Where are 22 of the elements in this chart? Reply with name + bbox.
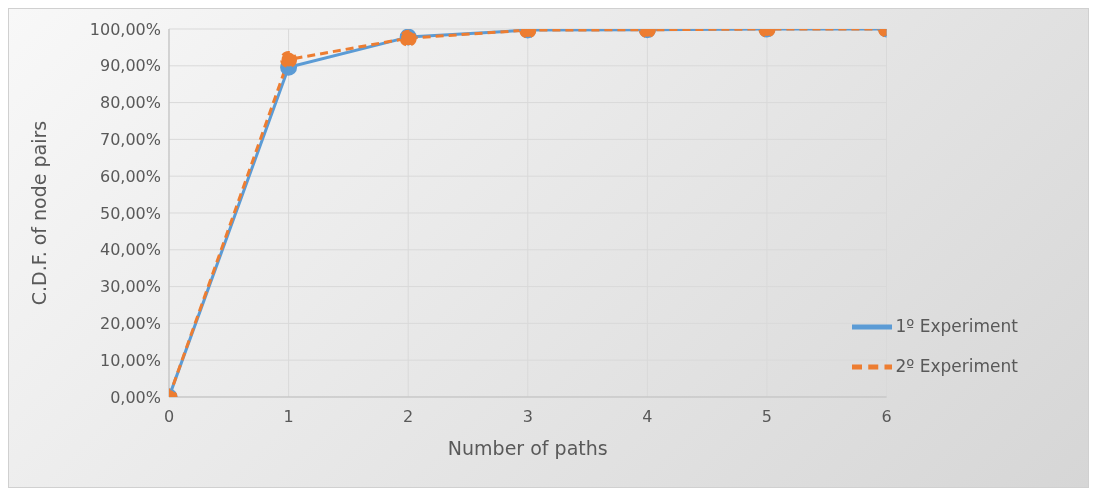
y-tick-label: 80,00% [99, 93, 161, 113]
y-tick-label: 10,00% [99, 350, 161, 370]
y-tick-label: 40,00% [99, 240, 161, 260]
x-tick-label: 1 [283, 407, 294, 427]
y-tick-label: 0,00% [110, 387, 161, 407]
x-tick-label: 3 [522, 407, 533, 427]
y-tick-label: 20,00% [99, 314, 161, 334]
y-tick-label: 70,00% [99, 130, 161, 150]
x-axis-title: Number of paths [447, 437, 608, 459]
legend-label: 2º Experiment [895, 356, 1018, 376]
x-tick-label: 5 [761, 407, 773, 427]
y-tick-label: 90,00% [99, 56, 161, 76]
x-tick-label: 4 [642, 407, 653, 427]
y-tick-label: 50,00% [99, 203, 161, 223]
x-tick-label: 2 [403, 407, 414, 427]
y-axis-title: C.D.F. of node pairs [27, 120, 50, 306]
legend-label: 1º Experiment [895, 316, 1018, 336]
x-tick-label: 0 [163, 407, 175, 427]
y-tick-label: 100,00% [89, 19, 161, 39]
y-tick-label: 60,00% [99, 166, 161, 186]
x-tick-label: 6 [881, 407, 892, 427]
y-tick-label: 30,00% [99, 277, 161, 297]
